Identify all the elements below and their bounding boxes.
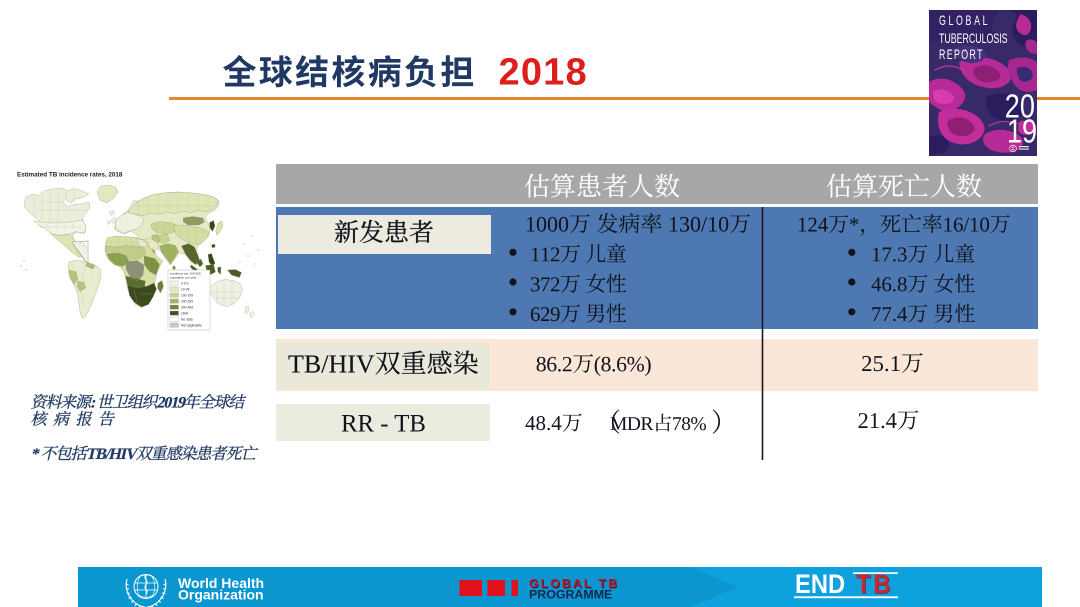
svg-text:Not applicable: Not applicable <box>181 324 202 328</box>
svg-text:RR - TB: RR - TB <box>341 411 426 438</box>
svg-text:population per year: population per year <box>170 276 197 280</box>
svg-text:REPORT: REPORT <box>939 47 984 63</box>
svg-text:20: 20 <box>1005 89 1035 125</box>
svg-text:GLOBAL: GLOBAL <box>939 13 990 29</box>
svg-text:100-199: 100-199 <box>181 294 193 298</box>
svg-text:≥500: ≥500 <box>181 312 188 316</box>
svg-text:TUBERCULOSIS: TUBERCULOSIS <box>939 31 1008 47</box>
svg-text:Estimated TB incidence rates,: Estimated TB incidence rates, 2018 <box>17 172 123 179</box>
svg-text:300-499: 300-499 <box>181 306 193 310</box>
svg-text:200-299: 200-299 <box>181 300 193 304</box>
svg-text:0-9.9: 0-9.9 <box>181 282 189 286</box>
svg-text:No data: No data <box>181 318 193 322</box>
svg-text:Incidence per 100 000: Incidence per 100 000 <box>170 272 201 276</box>
svg-text:19: 19 <box>1007 114 1037 150</box>
svg-text:PROGRAMME: PROGRAMME <box>529 587 612 601</box>
svg-text:GLOBAL TB: GLOBAL TB <box>529 577 619 591</box>
svg-text:TB: TB <box>856 569 893 599</box>
svg-text:Organization: Organization <box>178 587 264 603</box>
svg-text:World Health: World Health <box>178 575 264 591</box>
svg-text:2018: 2018 <box>499 52 588 94</box>
svg-text:TB: TB <box>857 570 894 600</box>
svg-text:10-99: 10-99 <box>181 288 190 292</box>
svg-text:END: END <box>795 569 845 599</box>
svg-text:GLOBAL TB: GLOBAL TB <box>530 577 620 591</box>
